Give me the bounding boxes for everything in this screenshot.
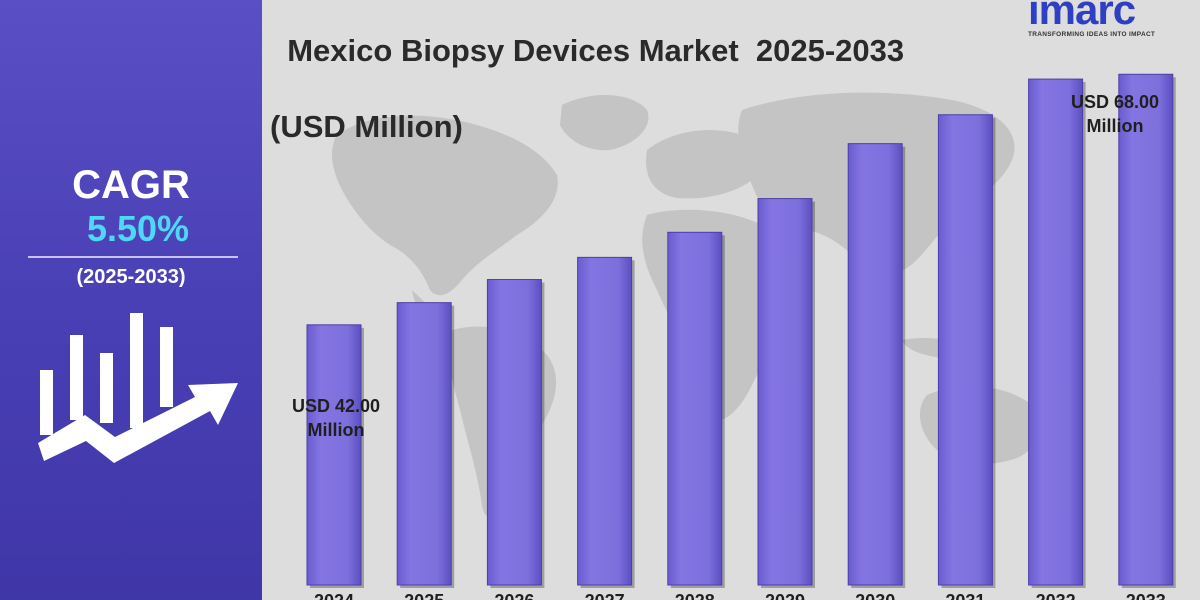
x-tick-label-2031: 2031 xyxy=(945,591,985,600)
x-tick-label-2030: 2030 xyxy=(855,591,895,600)
bar-2025 xyxy=(396,302,452,586)
chart-title-line1: Mexico Biopsy Devices Market 2025-2033 xyxy=(287,33,905,68)
bar-2031 xyxy=(937,114,993,586)
annotation-last-bar: USD 68.00 Million xyxy=(1055,90,1175,138)
cagr-label: CAGR xyxy=(72,163,190,207)
x-tick-label-2029: 2029 xyxy=(765,591,805,600)
x-tick-label-2033: 2033 xyxy=(1126,591,1166,600)
bar-2026 xyxy=(486,279,542,586)
chart-title: Mexico Biopsy Devices Market 2025-2033 (… xyxy=(270,0,904,184)
chart-title-line2: (USD Million) xyxy=(270,109,463,144)
x-tick-label-2027: 2027 xyxy=(585,591,625,600)
annotation-first-line1: USD 42.00 xyxy=(291,396,381,416)
logo-wordmark: imarc xyxy=(1028,0,1136,33)
growth-chart-icon xyxy=(38,313,238,463)
bar-2027 xyxy=(577,256,633,586)
bar-2024 xyxy=(306,324,362,586)
bar-2033 xyxy=(1118,73,1174,586)
x-tick-label-2032: 2032 xyxy=(1036,591,1076,600)
x-tick-label-2026: 2026 xyxy=(494,591,534,600)
x-tick-label-2025: 2025 xyxy=(404,591,444,600)
annotation-last-line1: USD 68.00 xyxy=(1070,92,1160,112)
bar-2032 xyxy=(1028,78,1084,586)
logo-tagline: TRANSFORMING IDEAS INTO IMPACT xyxy=(1028,31,1156,38)
bar-2028 xyxy=(667,231,723,586)
cagr-period: (2025-2033) xyxy=(76,266,186,288)
cagr-panel: CAGR 5.50% (2025-2033) xyxy=(0,0,262,600)
annotation-last-line2: Million xyxy=(1086,116,1144,136)
cagr-value: 5.50% xyxy=(86,208,190,249)
imarc-logo: imarc TRANSFORMING IDEAS INTO IMPACT xyxy=(1028,0,1198,46)
annotation-first-line2: Million xyxy=(307,420,365,440)
x-tick-label-2024: 2024 xyxy=(314,591,354,600)
annotation-first-bar: USD 42.00 Million xyxy=(276,394,396,442)
bar-2030 xyxy=(847,143,903,586)
x-tick-label-2028: 2028 xyxy=(675,591,715,600)
cagr-divider xyxy=(28,256,238,258)
bar-2029 xyxy=(757,198,813,586)
